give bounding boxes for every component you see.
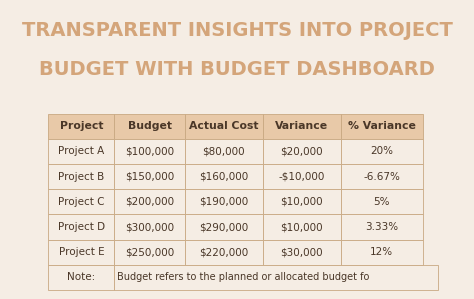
Text: $160,000: $160,000: [199, 172, 248, 181]
Bar: [185, 189, 263, 214]
Bar: [263, 139, 341, 164]
Text: Budget: Budget: [128, 121, 172, 131]
Text: $250,000: $250,000: [125, 247, 174, 257]
Text: $220,000: $220,000: [199, 247, 248, 257]
Bar: [263, 114, 341, 139]
Text: 3.33%: 3.33%: [365, 222, 398, 232]
Text: Variance: Variance: [275, 121, 328, 131]
Text: $10,000: $10,000: [280, 222, 323, 232]
Bar: [263, 164, 341, 189]
Bar: [185, 239, 263, 265]
Bar: [185, 139, 263, 164]
Bar: [263, 214, 341, 239]
Text: 5%: 5%: [374, 197, 390, 207]
Text: 12%: 12%: [370, 247, 393, 257]
Bar: [115, 239, 185, 265]
Text: Project E: Project E: [58, 247, 104, 257]
Bar: [48, 139, 115, 164]
Bar: [115, 164, 185, 189]
Text: Budget refers to the planned or allocated budget fo: Budget refers to the planned or allocate…: [117, 272, 369, 283]
Bar: [263, 189, 341, 214]
Bar: [48, 265, 115, 290]
Bar: [48, 214, 115, 239]
Text: -6.67%: -6.67%: [363, 172, 400, 181]
Text: BUDGET WITH BUDGET DASHBOARD: BUDGET WITH BUDGET DASHBOARD: [39, 60, 435, 79]
Bar: [185, 214, 263, 239]
Bar: [48, 239, 115, 265]
Bar: [341, 189, 422, 214]
Text: $20,000: $20,000: [280, 147, 323, 156]
Text: Note:: Note:: [67, 272, 95, 283]
Text: $150,000: $150,000: [125, 172, 174, 181]
Bar: [341, 139, 422, 164]
Text: $190,000: $190,000: [199, 197, 248, 207]
Bar: [115, 189, 185, 214]
Text: TRANSPARENT INSIGHTS INTO PROJECT: TRANSPARENT INSIGHTS INTO PROJECT: [21, 21, 453, 40]
Text: $100,000: $100,000: [125, 147, 174, 156]
Bar: [48, 114, 115, 139]
Text: $200,000: $200,000: [125, 197, 174, 207]
Text: Project B: Project B: [58, 172, 104, 181]
Text: % Variance: % Variance: [347, 121, 416, 131]
Text: 20%: 20%: [370, 147, 393, 156]
Bar: [115, 265, 438, 290]
Bar: [341, 164, 422, 189]
Bar: [263, 239, 341, 265]
Bar: [115, 214, 185, 239]
Bar: [341, 114, 422, 139]
Text: Actual Cost: Actual Cost: [189, 121, 258, 131]
Bar: [115, 114, 185, 139]
Text: $80,000: $80,000: [202, 147, 245, 156]
Text: Project A: Project A: [58, 147, 104, 156]
Text: Project C: Project C: [58, 197, 105, 207]
Text: Project D: Project D: [58, 222, 105, 232]
Text: $30,000: $30,000: [280, 247, 323, 257]
Bar: [341, 239, 422, 265]
Bar: [115, 139, 185, 164]
Bar: [185, 114, 263, 139]
Text: $10,000: $10,000: [280, 197, 323, 207]
Text: -$10,000: -$10,000: [278, 172, 325, 181]
Bar: [48, 189, 115, 214]
Text: Project: Project: [60, 121, 103, 131]
Bar: [185, 164, 263, 189]
Bar: [48, 164, 115, 189]
Text: $300,000: $300,000: [125, 222, 174, 232]
Bar: [341, 214, 422, 239]
Text: $290,000: $290,000: [199, 222, 248, 232]
